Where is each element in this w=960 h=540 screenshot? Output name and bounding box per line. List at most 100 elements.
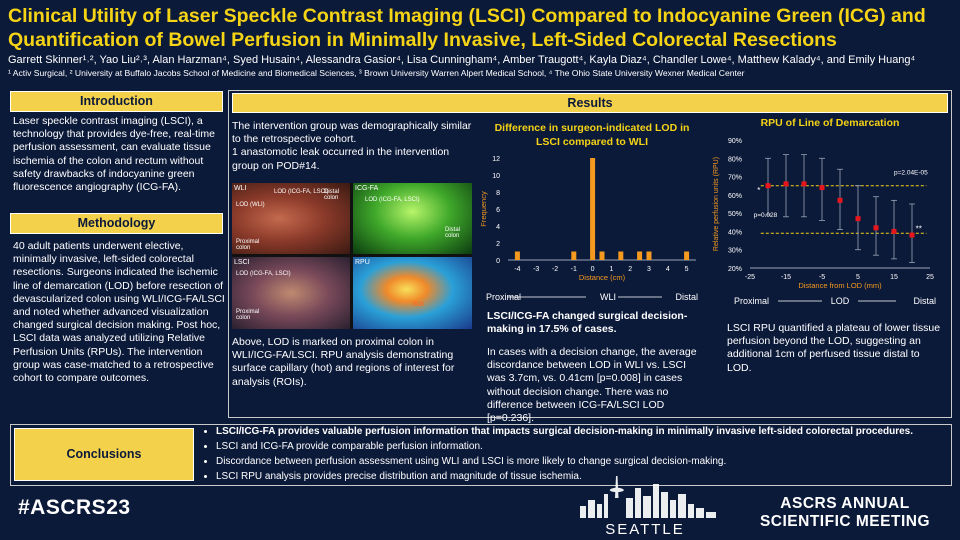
- histogram-bar: [571, 251, 577, 260]
- lod-wli-label: LOD (WLI): [236, 202, 265, 208]
- y-axis-label: Relative perfusion units (RPU): [713, 157, 720, 251]
- x-tick-label: 25: [926, 274, 934, 281]
- x-tick-label: 5: [685, 266, 689, 273]
- rpu-chart-title: RPU of Line of Demarcation: [760, 117, 900, 129]
- wli-label: WLI: [234, 185, 247, 192]
- x-axis-label: Distance from LOD (mm): [798, 281, 882, 290]
- direction-label-distal: Distal: [913, 296, 936, 306]
- conclusion-item: LSCI/ICG-FA provides valuable perfusion …: [216, 425, 947, 438]
- histogram-title-text: Difference in surgeon-indicated LOD in L…: [494, 122, 690, 148]
- x-axis-label: Distance (cm): [579, 273, 626, 282]
- data-point: [909, 232, 915, 238]
- x-tick-label: -2: [552, 266, 558, 273]
- y-tick-label: 20%: [728, 266, 742, 273]
- conclusions-header: Conclusions: [14, 428, 194, 481]
- y-tick-label: 12: [492, 156, 500, 163]
- lsci-proximal-colon-label: Proximal colon: [236, 309, 260, 321]
- hashtag: #ASCRS23: [18, 496, 131, 519]
- data-point: [783, 181, 789, 187]
- histogram-bar: [514, 251, 520, 260]
- icg-image: ICG-FA LOD (ICG-FA, LSCI) Distal colon: [353, 183, 472, 254]
- image-caption: Above, LOD is marked on proximal colon i…: [232, 336, 455, 388]
- x-tick-label: 15: [890, 274, 898, 281]
- roi-label: ROI: [413, 302, 424, 308]
- decision-change-text: In cases with a decision change, the ave…: [487, 346, 697, 425]
- affiliations: ¹ Activ Surgical, ² University at Buffal…: [8, 68, 745, 78]
- methodology-header: Methodology: [10, 213, 223, 234]
- lsci-lod-label: LOD (ICG-FA, LSCI): [236, 271, 291, 277]
- histogram-bar: [599, 251, 605, 260]
- direction-label-distal: Distal: [675, 292, 698, 302]
- histogram-bar: [684, 251, 690, 260]
- y-tick-label: 90%: [728, 138, 742, 145]
- y-tick-label: 10: [492, 173, 500, 180]
- annotation-p-left: p=0.028: [754, 212, 778, 219]
- rpu-findings-text: LSCI RPU quantified a plateau of lower t…: [727, 322, 941, 374]
- direction-label-bg: [730, 293, 778, 307]
- y-tick-label: 80%: [728, 156, 742, 163]
- conclusion-item: Discordance between perfusion assessment…: [216, 455, 947, 468]
- direction-label-bg: [662, 289, 698, 303]
- poster-title: Clinical Utility of Laser Speckle Contra…: [8, 5, 926, 51]
- direction-label-lod: LOD: [831, 296, 850, 306]
- seattle-text: SEATTLE: [605, 521, 685, 538]
- results-intro-text: The intervention group was demographical…: [232, 120, 472, 172]
- data-point: [837, 197, 843, 203]
- y-axis-label: Frequency: [479, 191, 488, 227]
- wli-image: WLI LOD (WLI) LOD (ICG-FA, LSCI) Distal …: [232, 183, 350, 254]
- y-tick-label: 60%: [728, 193, 742, 200]
- x-tick-label: 5: [856, 274, 860, 281]
- y-tick-label: 6: [496, 207, 500, 214]
- histogram-bar: [637, 251, 643, 260]
- x-tick-label: 4: [666, 266, 670, 273]
- proximal-colon-label: Proximal colon: [236, 239, 260, 251]
- y-tick-label: 0: [496, 258, 500, 265]
- conclusions-panel: [10, 424, 952, 486]
- seattle-skyline-logo: SEATTLE: [580, 476, 716, 538]
- icg-label: ICG-FA: [355, 185, 379, 192]
- conclusion-item: LSCI RPU analysis provides precise distr…: [216, 470, 947, 483]
- meeting-name: ASCRS ANNUAL SCIENTIFIC MEETING: [740, 495, 950, 531]
- data-point: [891, 228, 897, 234]
- meeting-line-1: ASCRS ANNUAL: [780, 495, 910, 512]
- x-tick-label: -3: [533, 266, 539, 273]
- rpu-label: RPU: [355, 259, 370, 266]
- results-header: Results: [232, 93, 948, 113]
- data-point: [765, 183, 771, 189]
- y-tick-label: 8: [496, 190, 500, 197]
- annotation-p-right: p=2.04E-05: [894, 170, 928, 177]
- annotation-double-star: **: [916, 224, 922, 233]
- annotation-star: *: [757, 186, 760, 195]
- direction-label-bg: [586, 289, 618, 303]
- y-tick-label: 50%: [728, 211, 742, 218]
- direction-label-proximal: Proximal: [486, 292, 521, 302]
- y-tick-label: 2: [496, 241, 500, 248]
- direction-label-bg: [896, 293, 936, 307]
- x-tick-label: -1: [571, 266, 577, 273]
- y-tick-label: 30%: [728, 248, 742, 255]
- histogram-title: Difference in surgeon-indicated LOD in L…: [487, 121, 697, 149]
- rpu-chart: 20% 30% 40% 50% 60% 70% 80% 90% -25 -15 -5 5 15 25 p=0…: [713, 138, 936, 307]
- y-tick-label: 40%: [728, 229, 742, 236]
- distal-colon-label: Distal colon: [324, 189, 340, 201]
- x-tick-label: -4: [514, 266, 520, 273]
- data-point: [801, 181, 807, 187]
- histogram-bar: [590, 158, 596, 260]
- data-point: [855, 216, 861, 222]
- x-tick-label: 3: [647, 266, 651, 273]
- introduction-header: Introduction: [10, 91, 223, 112]
- conclusion-item: LSCI and ICG-FA provide comparable perfu…: [216, 440, 947, 453]
- y-tick-label: 70%: [728, 175, 742, 182]
- rpu-image: RPU ROI: [353, 257, 472, 329]
- results-panel: [228, 90, 952, 418]
- x-tick-label: 1: [609, 266, 613, 273]
- x-tick-label: -15: [781, 274, 791, 281]
- data-point: [819, 185, 825, 191]
- direction-label-wli: WLI: [600, 292, 616, 302]
- x-tick-label: 2: [628, 266, 632, 273]
- bowel-image-composite: WLI LOD (WLI) LOD (ICG-FA, LSCI) Distal …: [232, 183, 472, 329]
- lod-icg-lsci-label: LOD (ICG-FA, LSCI): [274, 189, 329, 195]
- data-point: [873, 225, 879, 231]
- introduction-text: Laser speckle contrast imaging (LSCI), a…: [13, 115, 215, 194]
